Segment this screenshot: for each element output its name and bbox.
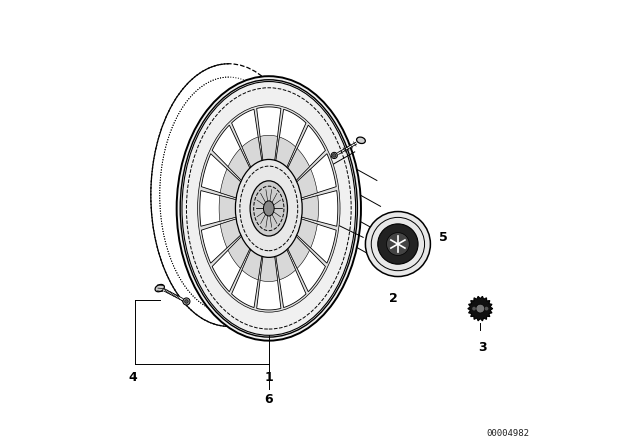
Text: 4: 4: [129, 371, 138, 384]
Text: 00004982: 00004982: [486, 429, 529, 438]
Ellipse shape: [484, 307, 488, 310]
Polygon shape: [468, 296, 493, 321]
Ellipse shape: [332, 154, 336, 157]
Text: 1: 1: [264, 371, 273, 384]
Polygon shape: [289, 216, 336, 263]
Polygon shape: [257, 107, 281, 173]
Ellipse shape: [177, 76, 361, 340]
Polygon shape: [212, 229, 255, 292]
Polygon shape: [287, 169, 317, 201]
Ellipse shape: [198, 105, 340, 312]
Polygon shape: [202, 216, 248, 263]
Polygon shape: [282, 229, 325, 292]
Polygon shape: [212, 125, 255, 188]
Polygon shape: [273, 137, 296, 181]
Ellipse shape: [155, 284, 164, 292]
Polygon shape: [228, 148, 256, 190]
Polygon shape: [274, 238, 306, 308]
Ellipse shape: [378, 224, 418, 264]
Polygon shape: [202, 154, 248, 201]
Ellipse shape: [185, 300, 188, 303]
Ellipse shape: [183, 298, 190, 305]
Polygon shape: [219, 196, 247, 221]
Polygon shape: [287, 215, 317, 248]
Text: 2: 2: [389, 292, 398, 305]
Ellipse shape: [236, 159, 302, 258]
Polygon shape: [242, 137, 264, 181]
Polygon shape: [242, 236, 264, 280]
Ellipse shape: [472, 307, 476, 310]
Polygon shape: [282, 227, 310, 268]
Polygon shape: [260, 135, 278, 176]
Ellipse shape: [476, 304, 484, 313]
Polygon shape: [220, 169, 250, 201]
Polygon shape: [291, 196, 319, 221]
Ellipse shape: [264, 201, 274, 216]
Polygon shape: [273, 236, 296, 280]
Ellipse shape: [356, 137, 365, 143]
Text: 3: 3: [478, 341, 487, 354]
Polygon shape: [260, 241, 278, 281]
Ellipse shape: [365, 211, 431, 276]
Polygon shape: [228, 227, 256, 268]
Polygon shape: [200, 190, 245, 226]
Ellipse shape: [331, 152, 337, 159]
Text: 5: 5: [439, 231, 448, 244]
Ellipse shape: [250, 181, 287, 236]
Polygon shape: [257, 243, 281, 310]
Polygon shape: [232, 109, 264, 178]
Text: 6: 6: [264, 393, 273, 406]
Ellipse shape: [387, 233, 410, 255]
Polygon shape: [282, 125, 325, 188]
Polygon shape: [220, 215, 250, 248]
Polygon shape: [282, 148, 310, 190]
Polygon shape: [232, 238, 264, 308]
Polygon shape: [292, 190, 338, 226]
Polygon shape: [274, 109, 306, 178]
Polygon shape: [289, 154, 336, 201]
